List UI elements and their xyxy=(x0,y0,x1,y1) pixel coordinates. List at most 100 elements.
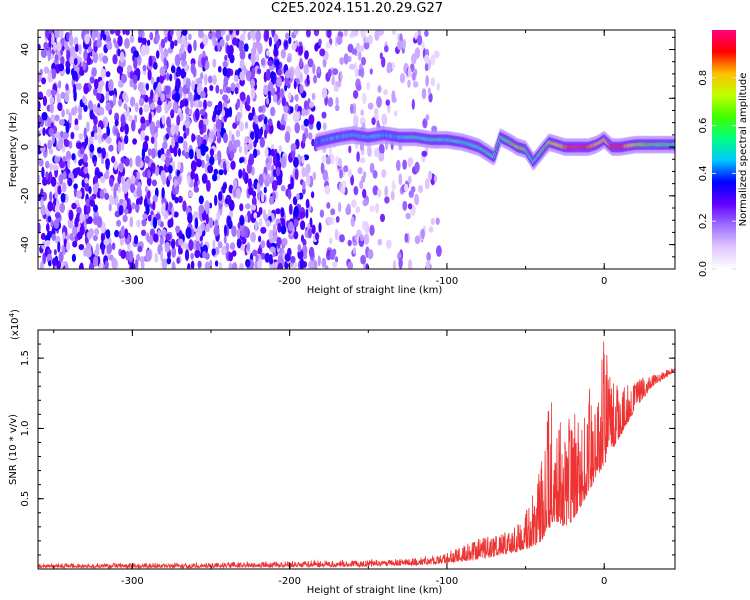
noise-cell xyxy=(92,234,98,242)
x-tick-label: -300 xyxy=(121,276,144,287)
noise-cell xyxy=(259,136,265,148)
page-title: C2E5.2024.151.20.29.G27 xyxy=(270,1,444,16)
noise-cell xyxy=(171,261,176,269)
noise-cell xyxy=(50,122,54,129)
noise-cell xyxy=(50,219,54,227)
noise-cell xyxy=(246,260,250,267)
noise-cell xyxy=(339,169,343,179)
noise-cell xyxy=(142,213,148,220)
noise-cell xyxy=(131,202,136,210)
noise-cell xyxy=(170,109,175,119)
noise-cell xyxy=(239,71,245,81)
noise-cell xyxy=(112,94,117,106)
noise-cell xyxy=(38,71,42,83)
noise-cell xyxy=(328,68,332,78)
noise-cell xyxy=(206,180,211,192)
noise-cell xyxy=(215,30,221,40)
noise-cell xyxy=(295,94,299,102)
noise-cell xyxy=(354,67,359,78)
noise-cell xyxy=(384,45,389,53)
noise-cell xyxy=(212,110,217,120)
noise-cell xyxy=(188,33,192,41)
noise-cell xyxy=(171,206,175,218)
noise-cell xyxy=(199,42,205,50)
noise-cell xyxy=(105,103,112,111)
noise-cell xyxy=(318,38,322,46)
noise-cell xyxy=(141,219,147,227)
noise-cell xyxy=(190,97,194,109)
noise-cell xyxy=(147,39,151,46)
noise-cell xyxy=(204,261,211,269)
noise-cell xyxy=(350,216,355,227)
noise-cell xyxy=(150,102,156,111)
noise-cell xyxy=(155,166,159,176)
noise-cell xyxy=(145,83,149,91)
noise-cell xyxy=(54,114,60,122)
noise-cell xyxy=(173,145,178,157)
noise-cell xyxy=(203,116,209,127)
noise-cell xyxy=(307,228,312,239)
noise-cell xyxy=(208,31,213,40)
noise-cell xyxy=(408,259,413,269)
noise-cell xyxy=(284,70,291,79)
noise-cell xyxy=(436,245,442,257)
noise-cell xyxy=(47,139,52,150)
noise-cell xyxy=(433,50,440,59)
noise-cell xyxy=(78,159,83,167)
noise-cell xyxy=(204,200,210,212)
noise-cell xyxy=(63,139,70,148)
noise-cell xyxy=(339,234,345,243)
noise-cell xyxy=(135,155,141,167)
noise-cell xyxy=(301,155,305,164)
noise-cell xyxy=(155,50,160,59)
noise-cell xyxy=(185,120,191,129)
noise-cell xyxy=(306,174,311,186)
noise-cell xyxy=(226,86,232,94)
noise-cell xyxy=(290,176,294,188)
noise-cell xyxy=(260,226,267,234)
noise-cell xyxy=(99,189,105,200)
noise-cell xyxy=(246,94,251,106)
noise-cell xyxy=(124,37,130,49)
noise-cell xyxy=(312,63,316,75)
colorbar-tick-label: 0.2 xyxy=(698,213,709,229)
noise-cell xyxy=(136,171,140,180)
noise-cell xyxy=(121,225,125,237)
noise-cell xyxy=(201,56,206,67)
noise-cell xyxy=(134,114,138,123)
noise-cell xyxy=(274,48,279,57)
noise-cell xyxy=(332,68,339,76)
noise-cell xyxy=(128,250,134,263)
noise-cell xyxy=(222,61,228,68)
noise-cell xyxy=(140,44,147,57)
noise-cell xyxy=(217,42,221,52)
noise-cell xyxy=(92,103,97,112)
noise-cell xyxy=(119,238,124,246)
noise-cell xyxy=(56,93,61,105)
noise-cell xyxy=(377,30,384,36)
noise-cell xyxy=(85,198,90,207)
noise-cell xyxy=(305,208,309,219)
noise-cell xyxy=(341,180,347,189)
noise-cell xyxy=(142,37,147,45)
noise-cell xyxy=(89,143,95,153)
noise-cell xyxy=(76,207,82,215)
noise-cell xyxy=(211,248,216,256)
y-tick-label: 1.0 xyxy=(20,420,31,436)
noise-cell xyxy=(264,129,267,139)
noise-cell xyxy=(214,194,218,206)
noise-cell xyxy=(91,113,96,120)
noise-cell xyxy=(399,73,406,84)
noise-cell xyxy=(240,230,246,238)
noise-cell xyxy=(322,169,329,182)
noise-cell xyxy=(120,156,126,164)
noise-cell xyxy=(41,166,45,179)
noise-cell xyxy=(239,216,244,226)
noise-cell xyxy=(218,169,224,176)
noise-cell xyxy=(308,260,315,269)
noise-cell xyxy=(270,148,275,157)
noise-cell xyxy=(205,153,210,162)
noise-cell xyxy=(362,199,368,207)
noise-cell xyxy=(197,260,202,269)
noise-cell xyxy=(204,73,208,86)
